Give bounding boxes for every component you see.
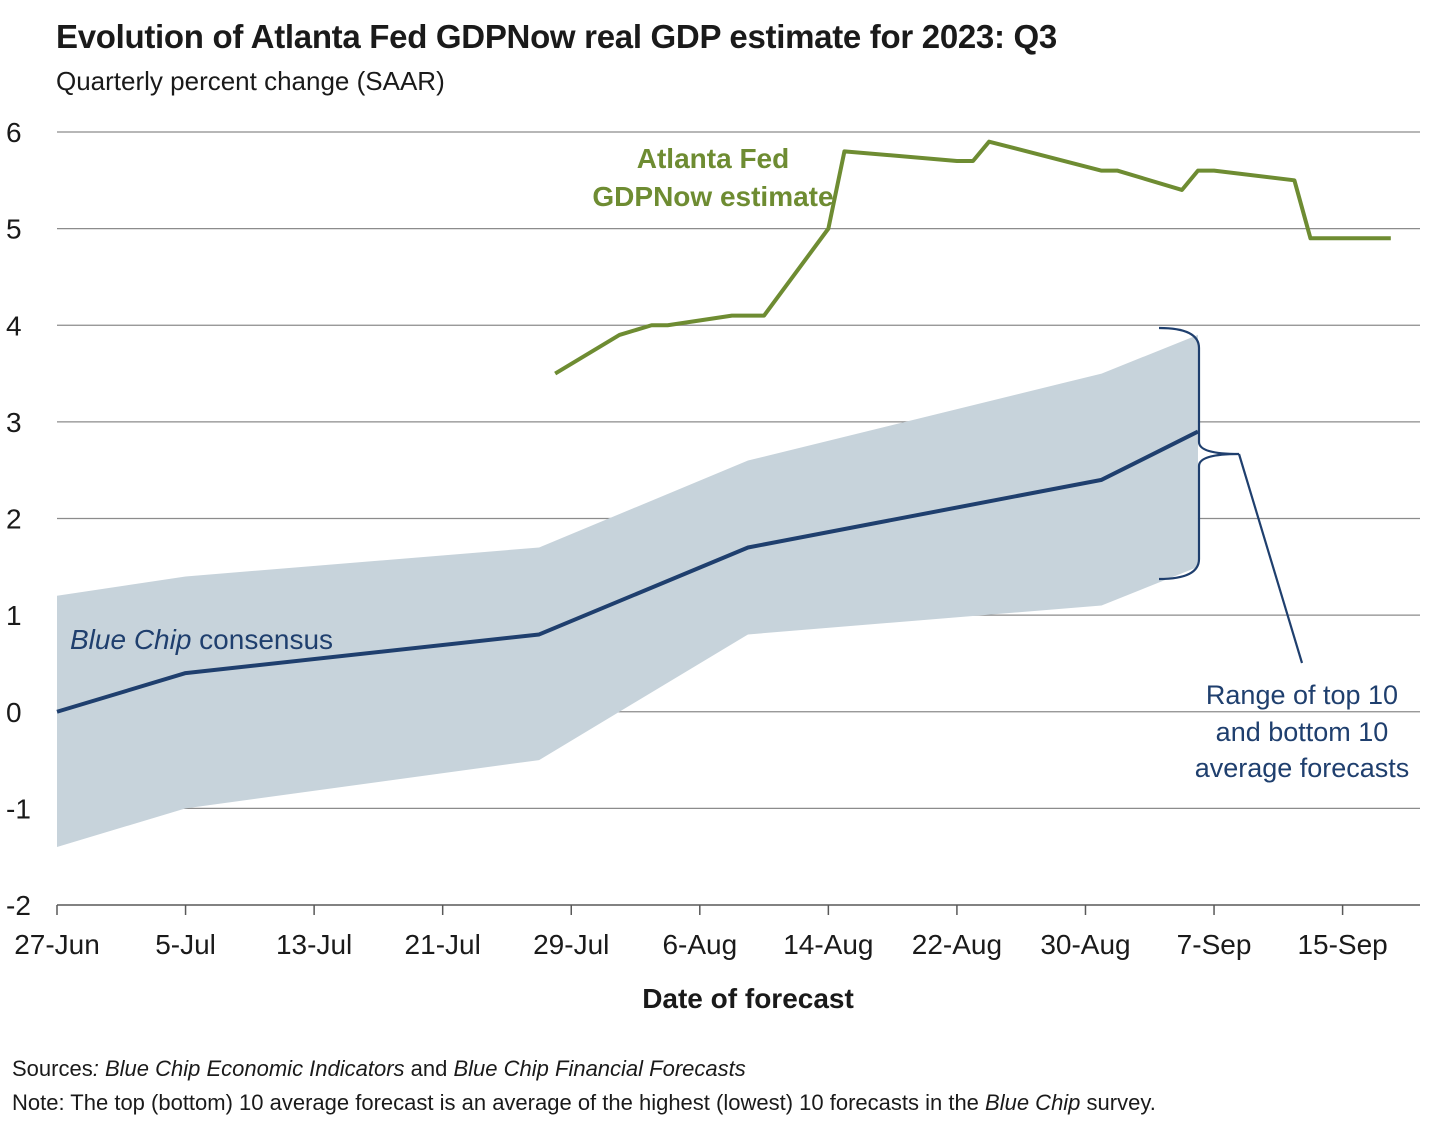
chart-notes: Sources: Blue Chip Economic Indicators a… [12, 1052, 1156, 1120]
y-tick-label: 4 [6, 310, 22, 341]
y-tick-label: 5 [6, 214, 22, 245]
sources-publication-2: Blue Chip Financial Forecasts [453, 1056, 746, 1081]
y-tick-label: 6 [6, 117, 22, 148]
x-tick-label: 5-Jul [155, 929, 216, 960]
y-tick-label: -1 [6, 793, 31, 824]
y-tick-label: 1 [6, 600, 22, 631]
chart-subtitle: Quarterly percent change (SAAR) [56, 66, 445, 96]
x-tick-label: 21-Jul [405, 929, 481, 960]
x-tick-label: 27-Jun [14, 929, 100, 960]
forecast-range-band [57, 334, 1198, 848]
y-tick-label: 3 [6, 407, 22, 438]
x-tick-label: 13-Jul [276, 929, 352, 960]
range-label-line1: Range of top 10 [1206, 680, 1398, 710]
x-tick-label: 14-Aug [783, 929, 873, 960]
x-tick-label: 29-Jul [533, 929, 609, 960]
consensus-label-rest: consensus [191, 624, 333, 655]
sources-line: Sources: Blue Chip Economic Indicators a… [12, 1052, 1156, 1086]
note-text: The top (bottom) 10 average forecast is … [64, 1090, 986, 1115]
gdpnow-line [554, 139, 1391, 376]
consensus-label-italic: Blue Chip [70, 624, 191, 655]
sources-colon: : [92, 1056, 99, 1081]
range-label-line3: average forecasts [1195, 753, 1410, 783]
consensus-label: Blue Chip consensus [70, 624, 333, 655]
note-survey-name: Blue Chip [985, 1090, 1081, 1115]
note-line: Note: The top (bottom) 10 average foreca… [12, 1086, 1156, 1120]
y-tick-label: -2 [6, 890, 31, 921]
x-axis-title: Date of forecast [642, 983, 854, 1014]
series-lines [56, 139, 1391, 714]
x-tick-label: 6-Aug [662, 929, 737, 960]
y-tick-label: 0 [6, 697, 22, 728]
sources-label: Sources [12, 1056, 93, 1081]
x-tick-label: 7-Sep [1177, 929, 1252, 960]
x-tick-label: 15-Sep [1297, 929, 1387, 960]
sources-connector: and [404, 1056, 454, 1081]
x-tick-label: 22-Aug [912, 929, 1002, 960]
x-tick-label: 30-Aug [1040, 929, 1130, 960]
range-label-line2: and bottom 10 [1216, 717, 1389, 747]
note-label: Note: [12, 1090, 65, 1115]
range-leader-line [1237, 453, 1304, 664]
gdpnow-label-line1: Atlanta Fed [637, 143, 789, 174]
note-text-end: survey. [1080, 1090, 1156, 1115]
axes: -2 -1 0 1 2 3 4 5 6 27-Jun 5-Jul 13-Jul 21-Jul 29-Jul… [6, 117, 1420, 1014]
sources-publication-1: Blue Chip Economic Indicators [104, 1056, 405, 1081]
bluechip-consensus-line [56, 429, 1199, 714]
chart-canvas: -2 -1 0 1 2 3 4 5 6 27-Jun 5-Jul 13-Jul 21-Jul 29-Jul… [6, 117, 1420, 1014]
range-band-layer [57, 334, 1198, 848]
annotations: Atlanta Fed GDPNow estimate Blue Chip cons… [70, 143, 1409, 783]
gdpnow-label-line2: GDPNow estimate [592, 181, 833, 212]
y-tick-label: 2 [6, 504, 22, 535]
chart-title: Evolution of Atlanta Fed GDPNow real GDP… [56, 18, 1057, 55]
